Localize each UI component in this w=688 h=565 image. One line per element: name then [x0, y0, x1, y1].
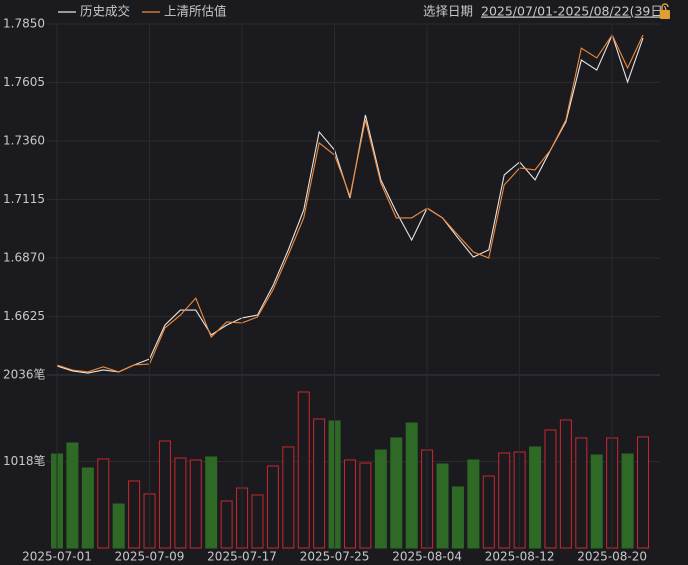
x-tick-label: 2025-07-09: [115, 550, 185, 564]
volume-bar: [220, 500, 233, 549]
volume-bar: [66, 442, 79, 549]
x-tick-label: 2025-07-01: [22, 550, 92, 564]
x-tick-label: 2025-08-12: [485, 550, 555, 564]
series-line: [56, 33, 644, 374]
volume-bar: [128, 480, 141, 549]
volume-bar: [405, 422, 418, 549]
volume-bar: [297, 391, 310, 549]
volume-bar: [467, 459, 480, 549]
volume-bar: [344, 459, 356, 549]
lock-body: [660, 10, 670, 19]
y-tick-label: 1018笔: [3, 453, 46, 468]
volume-bar: [266, 465, 279, 549]
volume-bar: [436, 463, 449, 549]
date-range[interactable]: 2025/07/01-2025/08/22(39日): [481, 4, 668, 19]
volume-bar: [529, 446, 542, 549]
legend-label: 历史成交: [80, 4, 130, 19]
x-tick-label: 2025-08-04: [392, 550, 462, 564]
lock-icon[interactable]: [660, 3, 670, 19]
volume-bar: [189, 459, 202, 549]
volume-bar: [81, 467, 94, 549]
x-tick-label: 2025-07-25: [300, 550, 370, 564]
volume-bar: [498, 452, 511, 549]
lock-shackle: [661, 3, 669, 10]
y-tick-label: 1.6625: [3, 309, 45, 323]
volume-bar: [637, 436, 649, 549]
volume-bar: [359, 462, 372, 549]
volume-bar: [544, 429, 557, 549]
volume-bar: [374, 449, 387, 549]
legend-label: 上清所估值: [164, 4, 227, 19]
volume-bar: [174, 457, 187, 549]
date-picker-label: 选择日期: [423, 4, 473, 19]
volume-bar: [251, 494, 264, 549]
y-tick-label: 1.7850: [3, 17, 45, 31]
y-tick-label: 2036笔: [3, 367, 46, 382]
volume-bar: [451, 486, 464, 549]
y-tick-label: 1.6870: [3, 251, 45, 265]
volume-bar: [621, 453, 634, 549]
volume-bar: [158, 440, 171, 549]
volume-bar: [97, 458, 110, 549]
y-tick-label: 1.7605: [3, 75, 45, 89]
volume-bar: [112, 503, 125, 549]
volume-bar: [575, 437, 588, 549]
volume-bar: [313, 418, 326, 549]
volume-bar: [390, 437, 403, 549]
y-tick-label: 1.7115: [3, 192, 45, 206]
series-line: [56, 33, 644, 373]
volume-bar: [482, 475, 495, 549]
volume-bar: [205, 456, 218, 549]
volume-bar: [590, 454, 603, 549]
x-tick-label: 2025-08-20: [577, 550, 647, 564]
volume-bar: [282, 446, 295, 549]
volume-bar: [559, 419, 572, 549]
x-tick-label: 2025-07-17: [207, 550, 277, 564]
y-tick-label: 1.7360: [3, 134, 45, 148]
